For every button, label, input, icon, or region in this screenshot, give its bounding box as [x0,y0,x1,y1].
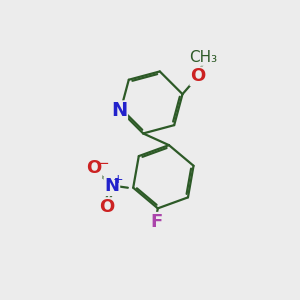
Text: N: N [111,101,127,120]
Text: O: O [86,159,102,177]
Text: −: − [97,156,109,171]
Text: F: F [150,213,162,231]
Text: O: O [190,67,206,85]
Text: O: O [99,198,114,216]
Text: +: + [113,173,124,186]
Text: CH₃: CH₃ [189,50,218,65]
Text: N: N [104,177,119,195]
